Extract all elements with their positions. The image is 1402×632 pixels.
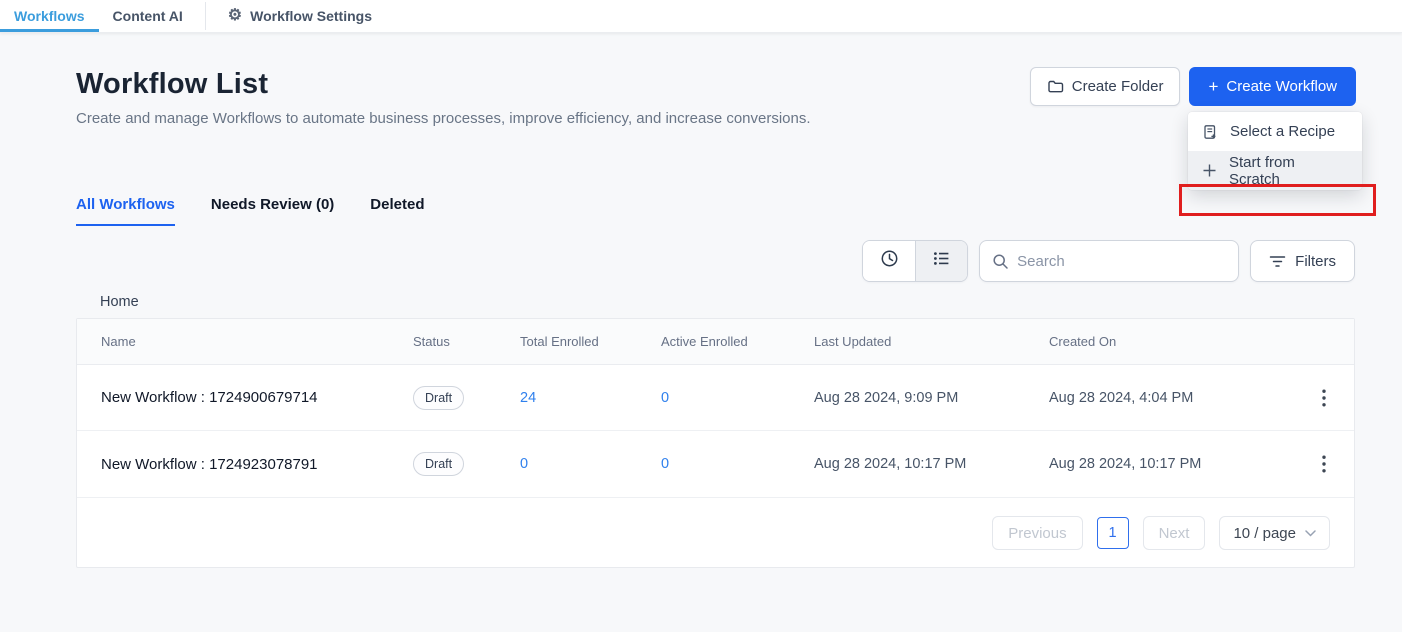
last-updated-value: Aug 28 2024, 9:09 PM [814,389,959,406]
chevron-down-icon [1305,529,1316,537]
clock-icon [880,249,899,273]
workflow-tabs: All Workflows Needs Review (0) Deleted [76,196,424,226]
column-header-status: Status [413,334,450,349]
workflow-table-card: Name Status Total Enrolled Active Enroll… [76,318,1355,568]
workflow-name[interactable]: New Workflow : 1724900679714 [101,389,318,406]
kebab-menu-icon [1322,389,1326,406]
gear-icon: ⚙ [227,7,243,24]
pagination-bar: Previous 1 Next 10 / page [77,498,1354,568]
filter-icon [1269,255,1286,267]
list-icon [932,249,951,273]
active-tab-underline [0,29,99,32]
last-updated-value: Aug 28 2024, 10:17 PM [814,456,967,472]
row-actions-menu-button[interactable] [1304,455,1354,473]
create-workflow-dropdown: Select a Recipe Start from Scratch [1188,112,1362,190]
total-enrolled-link[interactable]: 0 [520,456,529,472]
create-workflow-label: Create Workflow [1226,78,1337,95]
table-header-row: Name Status Total Enrolled Active Enroll… [77,319,1354,365]
status-badge: Draft [413,385,465,410]
select-a-recipe-label: Select a Recipe [1230,123,1336,140]
page-size-select[interactable]: 10 / page [1219,516,1330,550]
status-cell: Draft [413,452,520,476]
status-badge: Draft [413,452,465,476]
column-header-active-enrolled: Active Enrolled [661,334,748,349]
topnav-workflow-settings[interactable]: ⚙ Workflow Settings [214,0,386,32]
next-page-button[interactable]: Next [1142,516,1206,550]
page-number-1[interactable]: 1 [1096,517,1129,549]
topnav-tab-content-ai[interactable]: Content AI [99,0,197,32]
filters-label: Filters [1295,252,1336,270]
menu-item-select-a-recipe[interactable]: Select a Recipe [1188,112,1362,151]
topnav-tab-workflows-label: Workflows [14,8,85,24]
list-view-toggle[interactable] [915,241,968,281]
previous-page-button[interactable]: Previous [992,516,1083,550]
top-nav-bar: Workflows Content AI ⚙ Workflow Settings [0,0,1402,33]
created-on-value: Aug 28 2024, 10:17 PM [1049,456,1202,472]
create-workflow-button[interactable]: + Create Workflow [1189,67,1356,106]
kebab-menu-icon [1322,455,1326,473]
table-row: New Workflow : 1724923078791 Draft 0 0 A… [77,431,1354,498]
column-header-total-enrolled: Total Enrolled [520,334,599,349]
view-toggle [862,240,969,282]
tab-deleted[interactable]: Deleted [370,196,425,213]
search-box [979,240,1240,282]
column-header-last-updated: Last Updated [814,334,892,349]
table-row: New Workflow : 1724900679714 Draft 24 0 … [77,365,1354,431]
menu-item-start-from-scratch[interactable]: Start from Scratch [1188,151,1362,190]
plus-icon [1202,163,1217,178]
page-description: Create and manage Workflows to automate … [76,110,811,127]
start-from-scratch-label: Start from Scratch [1229,153,1295,188]
tab-all-workflows[interactable]: All Workflows [76,196,175,226]
folder-icon [1047,78,1064,95]
workflow-list-page: Workflow List Create and manage Workflow… [0,33,1402,632]
column-header-created-on: Created On [1049,334,1117,349]
history-view-toggle[interactable] [863,241,916,281]
topnav-tab-workflows[interactable]: Workflows [0,0,99,32]
status-cell: Draft [413,385,520,410]
page-title: Workflow List [76,68,269,100]
active-enrolled-link[interactable]: 0 [661,456,670,472]
search-icon [993,253,1008,269]
topnav-tab-content-ai-label: Content AI [112,8,183,24]
active-enrolled-link[interactable]: 0 [661,389,670,406]
filters-button[interactable]: Filters [1250,240,1355,282]
plus-icon: + [1208,77,1219,96]
topnav-divider [204,2,206,30]
row-actions-menu-button[interactable] [1304,389,1354,407]
breadcrumb-home[interactable]: Home [100,294,139,310]
column-header-name: Name [101,334,136,349]
created-on-value: Aug 28 2024, 4:04 PM [1049,389,1194,406]
list-toolbar: Filters [862,240,1355,282]
total-enrolled-link[interactable]: 24 [520,389,537,406]
header-actions: Create Folder + Create Workflow [1029,67,1356,106]
workflow-settings-label: Workflow Settings [250,8,372,24]
tab-needs-review[interactable]: Needs Review (0) [210,196,335,213]
workflow-name[interactable]: New Workflow : 1724923078791 [101,455,318,473]
create-folder-button[interactable]: Create Folder [1029,67,1181,106]
search-input[interactable] [1009,241,1239,281]
recipe-document-icon [1202,124,1218,140]
page-size-value: 10 / page [1233,524,1296,542]
create-folder-label: Create Folder [1071,78,1164,95]
